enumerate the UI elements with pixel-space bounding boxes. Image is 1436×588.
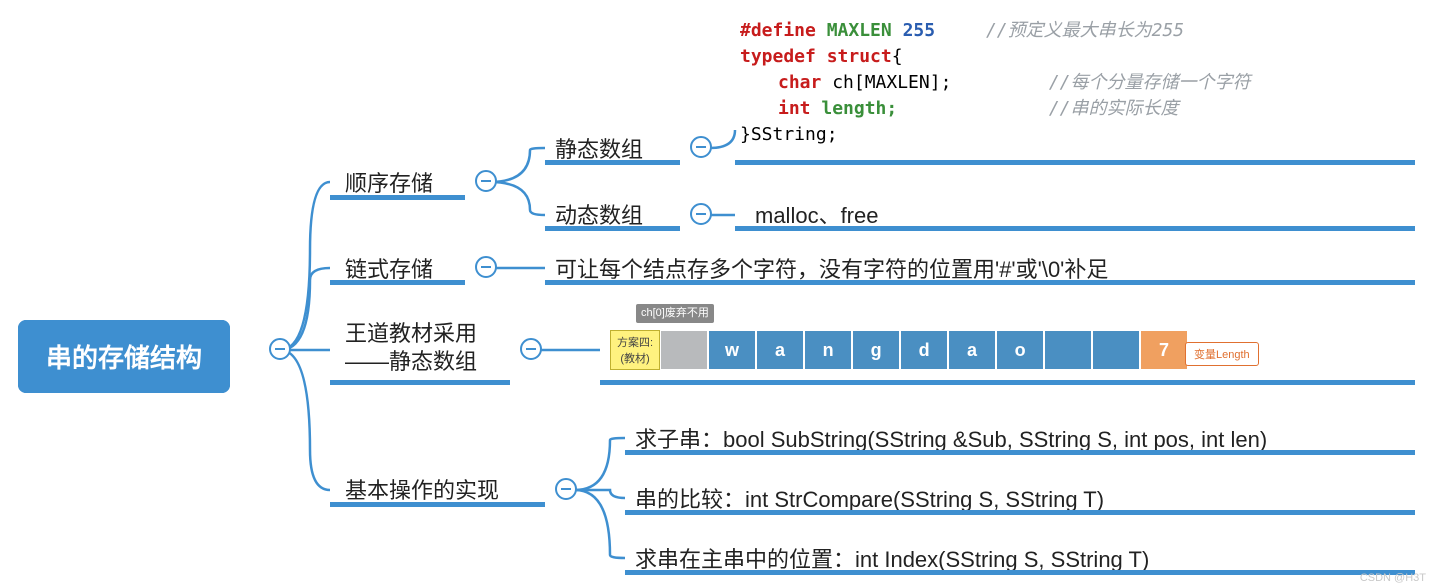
underline-b3 bbox=[330, 380, 510, 385]
code-comment: //串的实际长度 bbox=[1049, 98, 1179, 119]
root-label: 串的存储结构 bbox=[46, 343, 202, 373]
memory-left-label: 方案四: (教材) bbox=[610, 330, 660, 370]
underline-c2-ext bbox=[735, 226, 1415, 231]
node-wangdao-l2: ——静态数组 bbox=[345, 348, 477, 376]
underline-b3-ext bbox=[600, 380, 1415, 385]
node-wangdao: 王道教材采用 ——静态数组 bbox=[345, 320, 477, 375]
toggle-c2[interactable] bbox=[690, 203, 712, 225]
watermark: CSDN @H3T bbox=[1360, 572, 1426, 584]
toggle-b4[interactable] bbox=[555, 478, 577, 500]
underline-b1 bbox=[330, 195, 465, 200]
mem-cell-7: o bbox=[996, 330, 1044, 370]
toggle-b2[interactable] bbox=[475, 256, 497, 278]
code-kw: typedef bbox=[740, 46, 816, 67]
toggle-b3[interactable] bbox=[520, 338, 542, 360]
code-kw: struct bbox=[827, 46, 892, 67]
code-kw: char bbox=[778, 72, 821, 93]
code-kw: #define bbox=[740, 20, 816, 41]
toggle-root[interactable] bbox=[269, 338, 291, 360]
mem-cell-5: d bbox=[900, 330, 948, 370]
code-num: 255 bbox=[903, 20, 936, 41]
mem-cell-6: a bbox=[948, 330, 996, 370]
mem-cell-10: 7 bbox=[1140, 330, 1188, 370]
mem-cell-3: n bbox=[804, 330, 852, 370]
node-sequential-storage: 顺序存储 bbox=[345, 166, 433, 198]
toggle-b1[interactable] bbox=[475, 170, 497, 192]
underline-c1 bbox=[545, 160, 680, 165]
toggle-c1[interactable] bbox=[690, 136, 712, 158]
underline-c2 bbox=[545, 226, 680, 231]
code-text: { bbox=[892, 46, 903, 67]
underline-b2-ext bbox=[545, 280, 1415, 285]
badge-length: 变量Length bbox=[1185, 342, 1259, 366]
mem-cell-0 bbox=[660, 330, 708, 370]
underline-b2 bbox=[330, 280, 465, 285]
mem-cell-2: a bbox=[756, 330, 804, 370]
code-comment: //每个分量存储一个字符 bbox=[1049, 72, 1251, 93]
mem-cell-4: g bbox=[852, 330, 900, 370]
underline-op3 bbox=[625, 570, 1415, 575]
node-basic-ops: 基本操作的实现 bbox=[345, 473, 499, 505]
code-kw: int bbox=[778, 98, 811, 119]
underline-c1-ext bbox=[735, 160, 1415, 165]
code-block-sstring: #define MAXLEN 255 //预定义最大串长为255 typedef… bbox=[740, 18, 1251, 148]
underline-op2 bbox=[625, 510, 1415, 515]
underline-op1 bbox=[625, 450, 1415, 455]
mem-left-l2: (教材) bbox=[620, 350, 649, 366]
code-text: ch[MAXLEN]; bbox=[832, 72, 951, 93]
code-id: length; bbox=[821, 98, 897, 119]
mem-cell-9 bbox=[1092, 330, 1140, 370]
code-id: MAXLEN bbox=[827, 20, 892, 41]
underline-b4 bbox=[330, 502, 545, 507]
node-wangdao-l1: 王道教材采用 bbox=[345, 320, 477, 348]
root-node: 串的存储结构 bbox=[18, 320, 230, 393]
badge-ch0: ch[0]废弃不用 bbox=[636, 304, 714, 323]
memory-table: 方案四: (教材) w a n g d a o 7 bbox=[610, 330, 1188, 370]
mem-cell-1: w bbox=[708, 330, 756, 370]
code-comment: //预定义最大串长为255 bbox=[986, 20, 1184, 41]
code-text: }SString; bbox=[740, 124, 838, 145]
mem-left-l1: 方案四: bbox=[617, 334, 653, 350]
mem-cell-8 bbox=[1044, 330, 1092, 370]
